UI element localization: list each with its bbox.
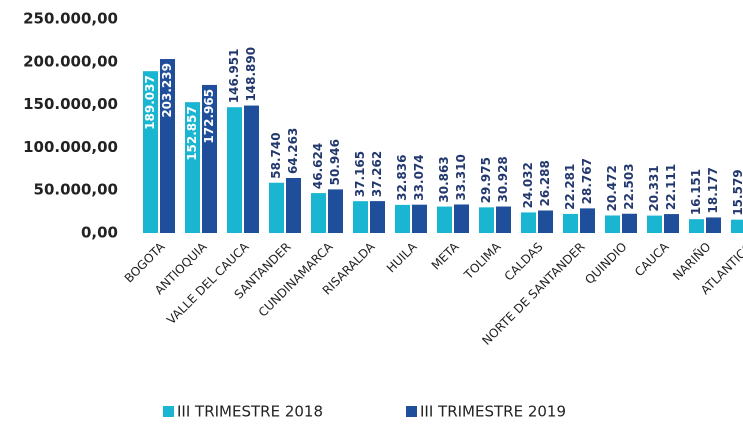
y-tick-label: 250.000,00 — [23, 10, 118, 28]
bar — [412, 204, 427, 233]
bar — [479, 207, 494, 233]
y-tick-label: 0,00 — [81, 224, 118, 242]
value-label: 20.472 — [605, 165, 619, 211]
value-label: 203.239 — [160, 63, 174, 118]
bar — [731, 219, 743, 233]
y-tick-label: 50.000,00 — [34, 181, 118, 199]
bar — [689, 219, 704, 233]
legend-label: III TRIMESTRE 2019 — [420, 403, 566, 421]
value-label: 28.767 — [580, 158, 594, 204]
bar — [580, 208, 595, 233]
value-label: 33.074 — [412, 154, 426, 200]
bar — [353, 201, 368, 233]
value-label: 33.310 — [454, 154, 468, 200]
bar — [454, 204, 469, 233]
bar — [244, 105, 259, 233]
value-label: 22.281 — [563, 164, 577, 210]
bar — [395, 204, 410, 233]
bar — [328, 189, 343, 233]
bar — [143, 71, 158, 233]
value-label: 64.263 — [286, 128, 300, 174]
bar — [605, 215, 620, 233]
bar — [269, 182, 284, 233]
x-tick-label: CAUCA — [632, 239, 672, 279]
bar — [521, 212, 536, 233]
value-label: 29.975 — [479, 157, 493, 203]
value-label: 189.037 — [143, 75, 157, 130]
value-label: 26.288 — [538, 160, 552, 206]
bar — [370, 201, 385, 233]
legend-label: III TRIMESTRE 2018 — [177, 403, 323, 421]
value-label: 22.503 — [622, 163, 636, 209]
bar — [160, 59, 175, 233]
value-label: 24.032 — [521, 162, 535, 208]
value-label: 152.857 — [185, 106, 199, 161]
value-label: 46.624 — [311, 143, 325, 189]
y-tick-label: 150.000,00 — [23, 95, 118, 113]
bar — [286, 177, 301, 233]
value-label: 22.111 — [664, 164, 678, 210]
legend-swatch — [406, 406, 417, 417]
value-label: 32.836 — [395, 155, 409, 201]
bar — [622, 213, 637, 233]
bar — [647, 215, 662, 233]
value-label: 50.946 — [328, 139, 342, 185]
bar — [706, 217, 721, 233]
value-label: 37.262 — [370, 151, 384, 197]
value-label: 20.331 — [647, 165, 661, 211]
value-label: 30.863 — [437, 156, 451, 202]
bar — [664, 214, 679, 233]
value-label: 37.165 — [353, 151, 367, 197]
value-label: 15.579 — [731, 169, 743, 215]
value-label: 16.151 — [689, 169, 703, 215]
value-label: 146.951 — [227, 49, 241, 104]
x-tick-label: CUNDINAMARCA — [256, 239, 336, 319]
value-label: 30.928 — [496, 156, 510, 202]
x-tick-label: NARIÑO — [669, 239, 713, 283]
value-label: 172.965 — [202, 89, 216, 144]
bar — [496, 206, 511, 233]
y-tick-label: 200.000,00 — [23, 52, 118, 70]
bar — [311, 193, 326, 233]
x-tick-label: TOLIMA — [461, 239, 504, 282]
bar — [538, 210, 553, 233]
value-label: 58.740 — [269, 132, 283, 178]
legend-swatch — [163, 406, 174, 417]
y-tick-label: 100.000,00 — [23, 138, 118, 156]
bar — [437, 206, 452, 233]
x-tick-label: META — [429, 239, 462, 272]
bar — [202, 84, 217, 234]
bar — [185, 102, 200, 233]
x-tick-label: QUINDIO — [582, 240, 629, 287]
bar — [227, 107, 242, 233]
x-tick-label: HUILA — [384, 239, 420, 275]
bar — [563, 213, 578, 233]
value-label: 18.177 — [706, 167, 720, 213]
value-label: 148.890 — [244, 47, 258, 102]
